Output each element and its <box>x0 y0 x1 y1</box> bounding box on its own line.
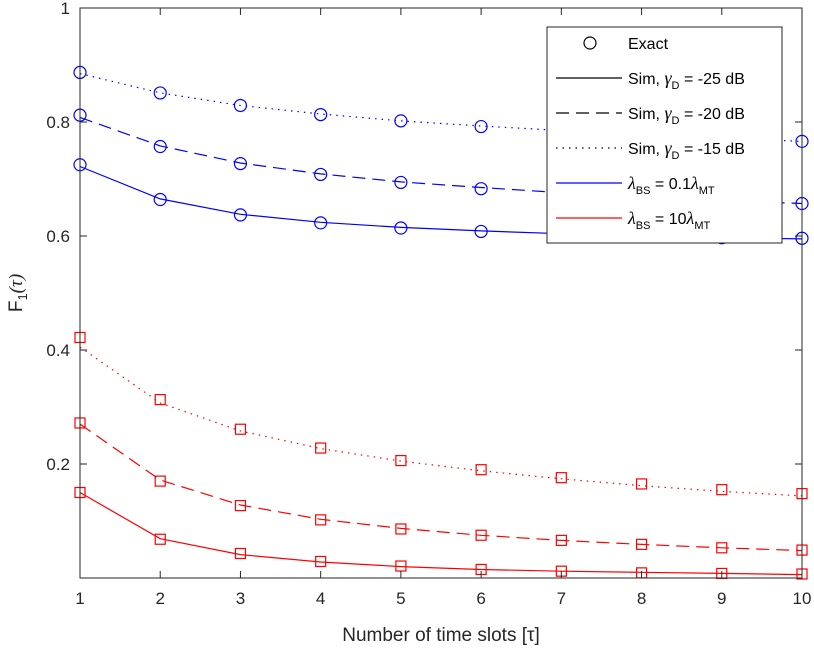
x-axis-title: Number of time slots [τ] <box>342 625 540 646</box>
exact-marker <box>153 86 167 100</box>
y-axis-title-arg: (τ) <box>6 274 27 293</box>
exact-marker <box>474 224 488 239</box>
exact-marker <box>716 542 728 554</box>
exact-marker <box>315 555 327 568</box>
exact-marker <box>154 475 166 487</box>
x-tick-label: 7 <box>557 589 566 608</box>
series-line <box>79 491 803 576</box>
x-tick-label: 5 <box>396 589 405 608</box>
x-tick-label: 6 <box>476 589 485 608</box>
y-axis-title-main: F <box>6 301 27 313</box>
legend-label: λBS = 0.1λMT <box>627 173 715 197</box>
exact-marker <box>314 107 328 122</box>
exact-marker <box>475 464 487 476</box>
exact-marker <box>474 119 488 134</box>
x-tick-label: 8 <box>637 589 646 608</box>
exact-marker <box>314 167 328 182</box>
legend-label: λBS = 10λMT <box>627 208 710 232</box>
plot-box <box>79 7 803 579</box>
x-tick-label: 3 <box>236 589 245 608</box>
exact-marker <box>154 533 166 545</box>
exact-marker <box>394 175 408 190</box>
exact-marker <box>154 393 166 406</box>
x-tick-label: 4 <box>316 589 325 608</box>
exact-marker <box>315 442 327 454</box>
x-tick-label: 9 <box>717 589 726 608</box>
legend: Exact Sim, γD = -25 dB Sim, γD = -20 dB Sim… <box>546 26 783 244</box>
axis-layer: 1 2 3 4 5 6 7 8 9 10 0.2 0.4 0.6 0.8 1 <box>46 0 811 608</box>
x-tick-label: 2 <box>155 589 164 608</box>
y-tick-label: 1 <box>61 0 70 18</box>
exact-marker <box>475 529 487 541</box>
exact-marker <box>395 454 407 467</box>
exact-marker <box>153 139 167 154</box>
legend-marker <box>583 36 597 50</box>
x-tick-label: 1 <box>75 589 84 608</box>
exact-marker <box>153 192 167 207</box>
exact-marker <box>234 423 247 435</box>
legend-label: Exact <box>628 36 669 53</box>
exact-marker <box>635 478 648 490</box>
exact-marker <box>233 208 248 222</box>
x-tick-label: 10 <box>793 589 812 608</box>
exact-marker <box>474 182 488 196</box>
exact-marker <box>395 523 407 535</box>
legend-label: Sim, γD = -15 dB <box>628 138 745 162</box>
exact-marker <box>394 114 408 128</box>
exact-marker <box>555 534 567 546</box>
exact-marker <box>315 514 327 526</box>
y-tick-label: 0.2 <box>46 455 70 474</box>
svg-text:F1(τ): F1(τ) <box>6 274 30 312</box>
series-line <box>79 423 803 552</box>
exact-marker <box>233 157 248 171</box>
y-tick-label: 0.6 <box>46 227 70 246</box>
y-axis-title-sub: 1 <box>15 293 30 300</box>
legend-label: Sim, γD = -20 dB <box>628 103 745 127</box>
series-line <box>79 73 803 142</box>
exact-marker <box>234 547 247 560</box>
legend-box <box>546 26 783 244</box>
exact-marker <box>555 472 567 484</box>
exact-marker <box>394 221 408 235</box>
y-tick-label: 0.8 <box>46 113 70 132</box>
exact-marker <box>716 484 728 496</box>
y-axis-title: F1(τ) <box>6 274 30 312</box>
y-tick-label: 0.4 <box>46 341 70 360</box>
exact-marker <box>635 538 648 550</box>
exact-marker <box>314 216 328 230</box>
legend-label: Sim, γD = -25 dB <box>628 68 745 92</box>
exact-marker <box>233 98 248 113</box>
exact-marker <box>234 500 247 512</box>
